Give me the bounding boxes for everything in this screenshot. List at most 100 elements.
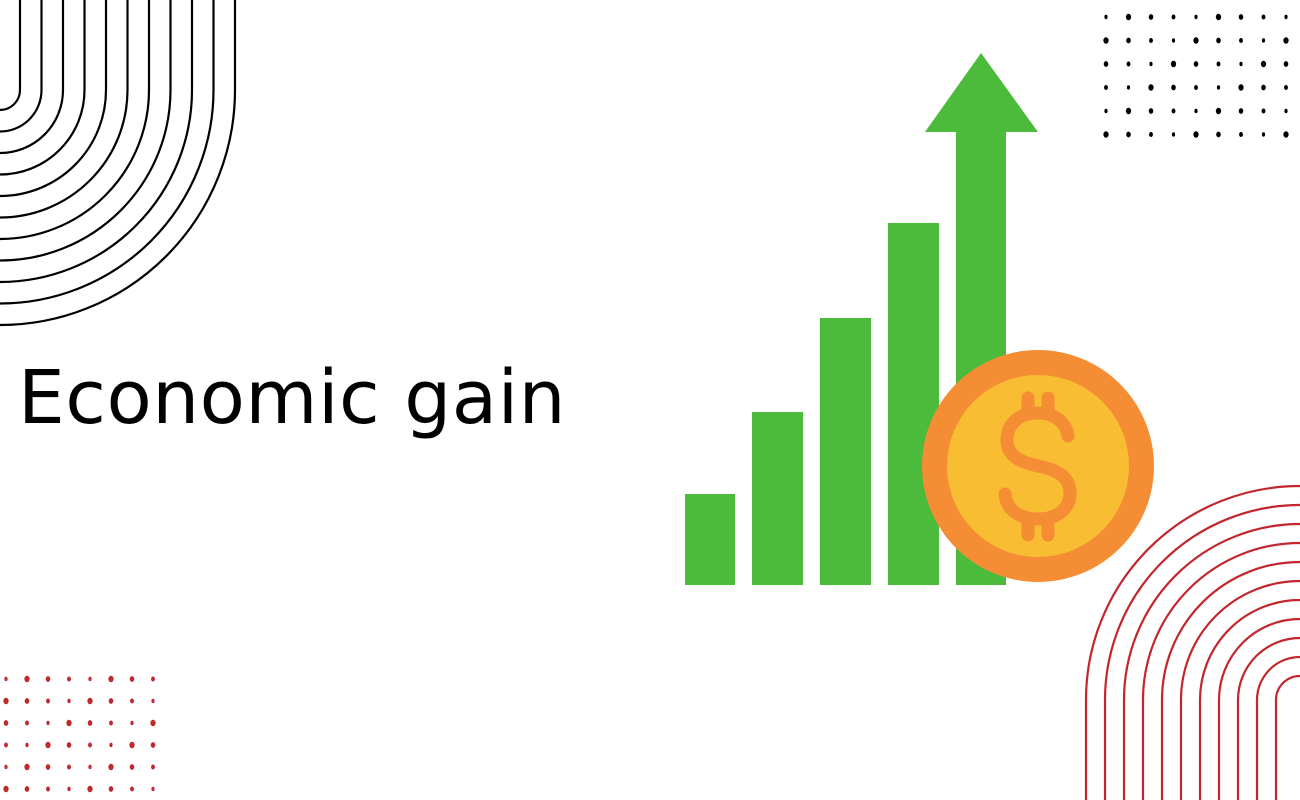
arc-line	[1255, 655, 1300, 800]
dot	[1104, 14, 1108, 20]
dot	[130, 786, 134, 792]
dot	[1103, 131, 1109, 138]
dot	[1239, 37, 1243, 44]
dot	[1126, 131, 1131, 138]
dot	[1193, 37, 1199, 44]
dot	[88, 742, 92, 748]
bar-3	[820, 318, 871, 585]
dot	[1261, 84, 1266, 91]
dot	[129, 741, 135, 749]
dot	[129, 676, 135, 682]
dot	[1216, 37, 1221, 44]
dot	[1171, 132, 1176, 137]
dot	[1103, 61, 1109, 67]
dot	[4, 742, 8, 748]
dot	[1148, 14, 1154, 20]
arc-line	[0, 0, 129, 219]
dot	[1171, 14, 1176, 20]
dot	[88, 676, 92, 682]
dot	[1261, 38, 1266, 43]
dot	[1284, 84, 1288, 91]
dot	[1261, 108, 1266, 114]
arc-line	[0, 0, 151, 241]
dot	[108, 786, 114, 792]
dot	[24, 698, 30, 704]
arc-line	[1198, 598, 1300, 800]
dot	[46, 698, 50, 704]
dot	[1126, 61, 1131, 67]
dot	[1103, 37, 1109, 44]
dot	[1239, 131, 1243, 138]
dot	[1149, 61, 1153, 67]
dot	[151, 764, 155, 770]
dot	[24, 786, 30, 792]
bar-1	[685, 494, 735, 585]
arc-line	[1122, 522, 1300, 800]
bar-2	[752, 412, 803, 585]
arc-line	[0, 0, 108, 198]
dot	[129, 764, 135, 770]
bar-4	[888, 223, 939, 585]
dot	[1126, 85, 1131, 90]
dot	[88, 764, 92, 770]
dot	[25, 720, 29, 726]
arc-line	[1274, 674, 1300, 800]
dot	[1193, 61, 1199, 67]
dot	[1261, 14, 1266, 20]
page-title: Economic gain	[18, 355, 567, 441]
dot	[1104, 84, 1108, 91]
dot	[109, 720, 113, 726]
dot	[1194, 84, 1198, 91]
dot	[25, 742, 29, 748]
dot	[66, 719, 72, 727]
dot	[1239, 61, 1243, 67]
dot	[1193, 131, 1199, 138]
rising-bar-chart-icon	[685, 223, 939, 585]
arc-line	[0, 0, 194, 284]
arc-line	[1217, 617, 1300, 800]
dot	[1148, 84, 1154, 91]
dot	[1149, 37, 1153, 44]
dot	[67, 676, 71, 682]
dot	[108, 675, 114, 683]
dot	[108, 763, 114, 771]
dot	[150, 719, 156, 727]
dot	[1194, 108, 1198, 114]
dot	[1170, 60, 1177, 68]
dot	[150, 742, 156, 748]
dot	[1283, 61, 1289, 67]
dot	[151, 698, 155, 704]
dollar-sign-icon	[998, 391, 1077, 542]
dot	[1238, 84, 1244, 91]
dot	[1104, 108, 1108, 114]
dot	[87, 720, 93, 726]
dollar-coin-icon	[922, 350, 1154, 582]
dot	[4, 764, 8, 770]
arc-line	[1236, 636, 1300, 800]
dot	[66, 742, 72, 748]
dot	[1216, 131, 1221, 138]
dot	[1284, 108, 1288, 114]
dot	[1126, 37, 1131, 44]
dot	[3, 697, 9, 705]
dot	[108, 698, 114, 704]
dot	[45, 741, 51, 749]
dot	[1216, 61, 1221, 67]
dot	[67, 786, 71, 792]
dot	[151, 786, 155, 792]
dot	[1261, 132, 1266, 137]
arc-line	[1141, 541, 1300, 800]
dot	[1238, 14, 1244, 20]
dot	[45, 676, 51, 682]
dot	[1171, 84, 1176, 91]
dot	[1148, 108, 1154, 114]
dot	[3, 720, 9, 726]
dot	[3, 785, 9, 793]
arc-line	[1103, 503, 1300, 800]
dot	[1216, 85, 1221, 90]
arc-line	[0, 0, 22, 112]
dot	[1149, 131, 1153, 138]
